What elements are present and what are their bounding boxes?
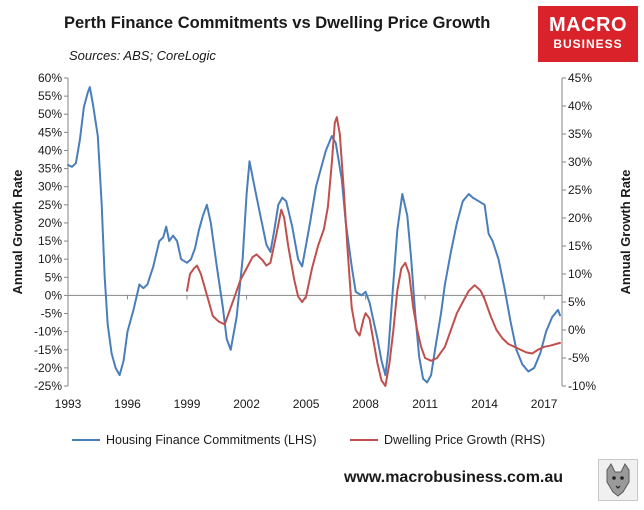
left-tick-label: 10%	[38, 252, 62, 266]
right-tick-label: 30%	[568, 155, 592, 169]
right-tick-label: 20%	[568, 211, 592, 225]
right-tick-label: 0%	[568, 323, 586, 337]
right-tick-label: -10%	[568, 379, 596, 393]
axes-layer: 60% 55% 50% 45% 40% 35% 30% 25% 20% 15% 10% 5% 0% -5%…	[10, 71, 633, 411]
left-tick-label: 25%	[38, 198, 62, 212]
series-line-dwelling-price-growth	[186, 116, 561, 387]
footer-url: www.macrobusiness.com.au	[344, 469, 564, 486]
legend-label-rhs: Dwelling Price Growth (RHS)	[384, 433, 545, 447]
chart-subtitle: Sources: ABS; CoreLogic	[69, 48, 216, 63]
y-axis-title-right: Annual Growth Rate	[618, 170, 633, 295]
left-tick-label: 0%	[45, 288, 63, 302]
series-line-housing-finance-commitments	[67, 86, 561, 384]
legend: Housing Finance Commitments (LHS) Dwellin…	[72, 433, 545, 447]
left-tick-label: 30%	[38, 180, 62, 194]
series-layer	[67, 86, 561, 387]
left-tick-label: -25%	[34, 379, 62, 393]
x-tick-label: 2002	[233, 397, 260, 411]
wolf-mascot-icon	[598, 459, 638, 501]
y-axis-title-left: Annual Growth Rate	[10, 170, 25, 295]
right-tick-label: 10%	[568, 267, 592, 281]
left-tick-label: -10%	[34, 325, 62, 339]
left-tick-label: 45%	[38, 125, 62, 139]
logo-line-2: BUSINESS	[553, 37, 623, 51]
left-tick-label: -5%	[41, 307, 63, 321]
left-tick-label: 35%	[38, 162, 62, 176]
x-tick-label: 2017	[531, 397, 558, 411]
x-tick-label: 2011	[412, 397, 438, 411]
left-tick-label: -15%	[34, 343, 62, 357]
x-tick-label: 2005	[293, 397, 320, 411]
macrobusiness-logo: MACRO BUSINESS	[538, 6, 638, 62]
left-tick-label: 20%	[38, 216, 62, 230]
right-tick-label: 35%	[568, 127, 592, 141]
x-tick-label: 1996	[114, 397, 141, 411]
legend-label-lhs: Housing Finance Commitments (LHS)	[106, 433, 317, 447]
right-tick-label: 25%	[568, 183, 592, 197]
left-tick-label: 60%	[38, 71, 62, 85]
x-tick-label: 2014	[471, 397, 498, 411]
right-tick-label: 40%	[568, 99, 592, 113]
left-tick-label: 55%	[38, 89, 62, 103]
right-tick-label: -5%	[568, 351, 590, 365]
x-tick-label: 1993	[55, 397, 82, 411]
x-tick-label: 1999	[174, 397, 201, 411]
right-tick-label: 5%	[568, 295, 586, 309]
right-tick-label: 15%	[568, 239, 592, 253]
x-tick-label: 2008	[352, 397, 379, 411]
chart-title: Perth Finance Commitments vs Dwelling Pr…	[64, 14, 491, 32]
left-tick-label: 50%	[38, 107, 62, 121]
left-tick-label: 15%	[38, 234, 62, 248]
left-tick-label: 40%	[38, 143, 62, 157]
left-tick-label: 5%	[45, 270, 63, 284]
right-tick-label: 45%	[568, 71, 592, 85]
left-tick-label: -20%	[34, 361, 62, 375]
logo-line-1: MACRO	[548, 14, 628, 36]
